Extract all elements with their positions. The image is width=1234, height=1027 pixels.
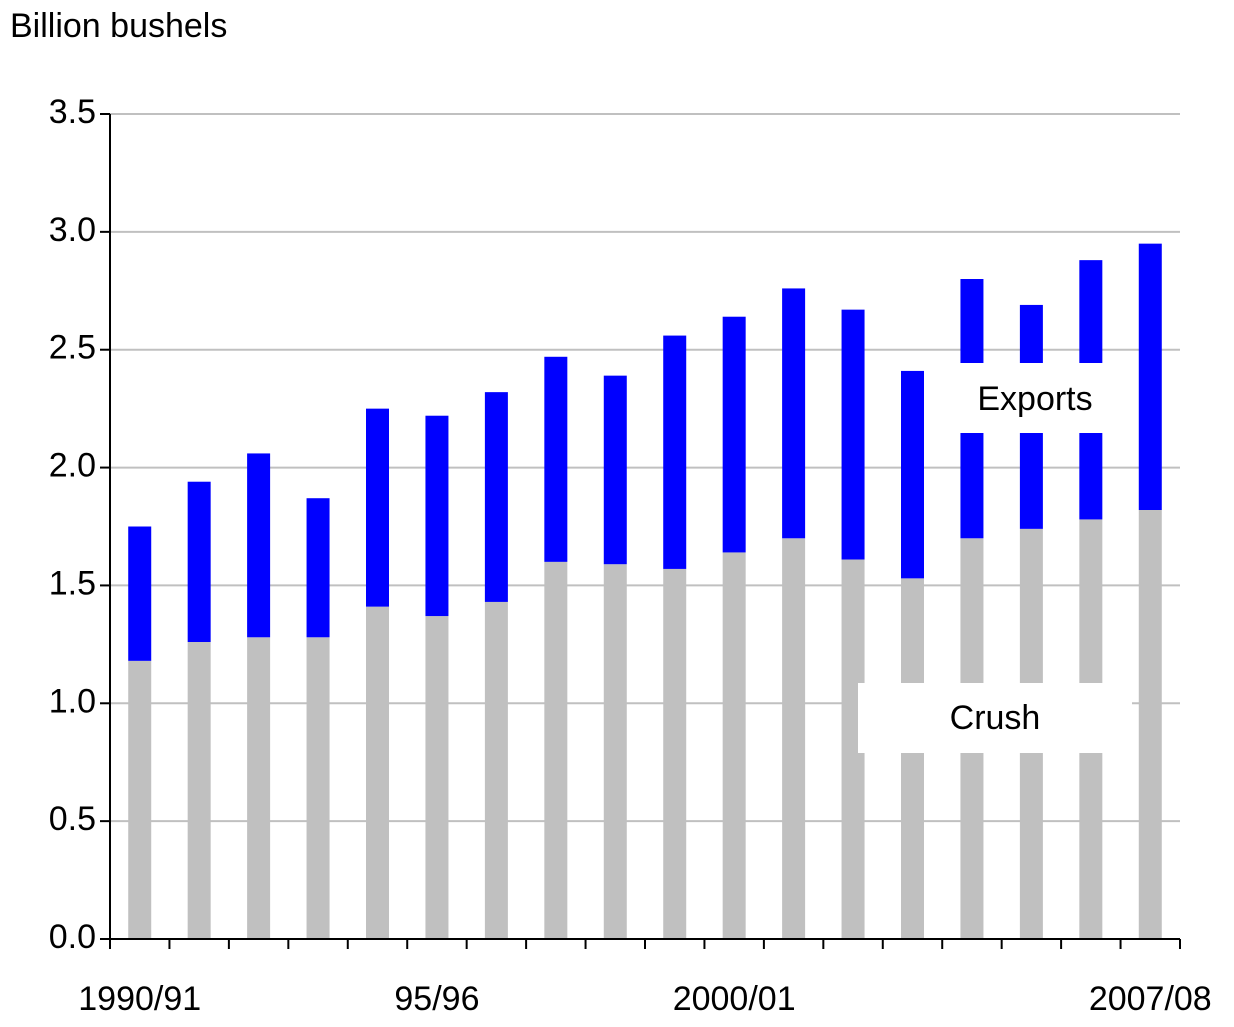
y-tick-label: 3.5 [49,93,96,131]
bar-segment [425,616,449,939]
bar-segment [544,561,568,939]
bar-segment [841,309,865,560]
bar-segment [187,642,211,939]
bar-segment [663,568,687,939]
bar-segment [306,637,330,939]
bar-segment [128,660,152,939]
bar-segment [484,392,508,602]
legend-label: Crush [950,699,1041,737]
y-axis-label: Billion bushels [10,7,227,45]
x-tick-label: 2007/08 [1089,980,1212,1018]
bar-segment [247,453,271,638]
bar-segment [366,606,389,939]
bar-segment [603,375,627,565]
legend-box [955,363,1115,433]
bar-segment [1138,510,1162,939]
y-tick-label: 1.5 [49,564,96,602]
bar-segment [841,559,865,939]
legend-label: Exports [977,380,1092,418]
x-tick-label: 2000/01 [673,980,796,1018]
bar-segment [722,316,746,553]
bar-segment [782,288,806,539]
bar-segment [128,526,152,661]
bar-segment [425,415,449,617]
y-tick-label: 3.0 [49,211,96,249]
bar-segment [663,335,687,569]
bar-segment [187,481,211,642]
legend-box [858,683,1132,753]
bar-segment [1138,243,1162,510]
bar-segment [901,370,924,579]
bar-segment [603,564,627,939]
bar-segment [366,408,389,607]
x-tick-label: 95/96 [394,980,479,1018]
y-tick-label: 2.0 [49,447,96,485]
x-tick-label: 1990/91 [78,980,201,1018]
bar-segment [782,538,806,939]
bar-segment [306,498,330,638]
y-tick-label: 1.0 [49,682,96,720]
bar-segment [722,552,746,939]
bar-segment [484,601,508,939]
bar-segment [544,356,568,562]
y-tick-label: 2.5 [49,329,96,367]
bar-segment [901,578,924,939]
bar-segment [247,637,271,939]
y-tick-label: 0.0 [49,918,96,956]
y-tick-label: 0.5 [49,800,96,838]
